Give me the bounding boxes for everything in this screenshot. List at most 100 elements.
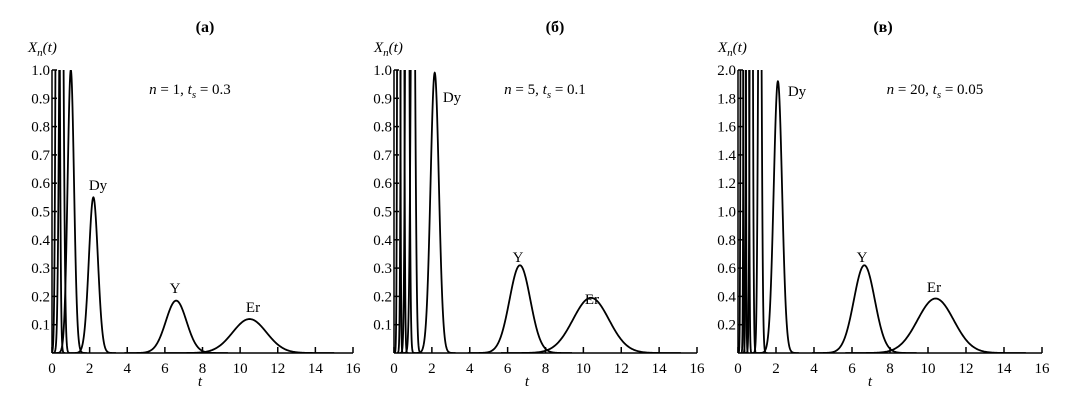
x-tick-label: 12 [614, 361, 629, 377]
curve-dy [70, 196, 116, 353]
x-tick-label: 0 [48, 361, 56, 377]
x-tick-label: 4 [466, 361, 474, 377]
x-tick-label: 2 [86, 361, 94, 377]
annotation-n-value: = 5, [512, 82, 543, 98]
y-label-rest: (t) [389, 40, 403, 56]
curve-early-3 [399, 70, 415, 353]
x-tick-label: 8 [199, 361, 207, 377]
y-tick-label: 0.8 [373, 120, 392, 136]
x-tick-label: 0 [390, 361, 398, 377]
curve-er [501, 296, 681, 353]
y-label-sub: n [727, 47, 733, 59]
curve-early-4 [403, 70, 423, 353]
x-tick-label: 16 [1035, 361, 1051, 377]
y-tick-label: 0.4 [31, 233, 50, 249]
y-tick-label: 0.6 [373, 176, 392, 192]
y-label-rest: (t) [43, 40, 57, 56]
curve-dy [757, 80, 799, 353]
annotation-n-value: = 20, [894, 82, 932, 98]
x-tick-label: 2 [772, 361, 780, 377]
y-label-x: X [717, 40, 728, 56]
panel-title: (а) [196, 19, 215, 36]
curve-early-3 [742, 70, 753, 353]
y-tick-label: 0.9 [373, 91, 392, 107]
annotation-n-value: = 1, [157, 82, 188, 98]
y-tick-label: 0.8 [31, 120, 50, 136]
annotation-ts-value: = 0.1 [551, 82, 586, 98]
y-tick-label: 0.4 [373, 233, 392, 249]
annotation-ts-value: = 0.3 [196, 82, 231, 98]
x-axis-label: t [198, 374, 203, 390]
y-tick-label: 0.2 [717, 318, 736, 334]
x-tick-label: 14 [652, 361, 668, 377]
y-tick-label: 0.7 [373, 148, 392, 164]
y-tick-label: 0.1 [373, 318, 392, 334]
x-tick-label: 4 [124, 361, 132, 377]
x-tick-label: 14 [308, 361, 324, 377]
annotation-sub: s [547, 89, 551, 101]
annotation-sub: s [192, 89, 196, 101]
x-axis-label: t [868, 374, 873, 390]
y-tick-label: 0.8 [717, 233, 736, 249]
panel-2: 0 2 4 6 8 10 12 14 16 0.1 0.2 0.3 0.4 0.5 0.6 0.7 0.8 0.9… [373, 19, 706, 390]
x-tick-label: 8 [886, 361, 894, 377]
annotation-n: n [887, 82, 895, 98]
y-tick-label: 1.0 [717, 205, 736, 221]
y-tick-label: 1.0 [373, 63, 392, 79]
annotation-ts-value: = 0.05 [941, 82, 983, 98]
x-axis-label: t [525, 374, 530, 390]
curve-label-er: Er [246, 300, 260, 316]
annotation-t: t [543, 82, 548, 98]
y-tick-label: 0.6 [31, 176, 50, 192]
y-tick-label: 0.7 [31, 148, 50, 164]
x-tick-label: 2 [428, 361, 436, 377]
annotation-n: n [504, 82, 512, 98]
y-label-x: X [27, 40, 38, 56]
curve-early-3 [54, 70, 87, 353]
y-tick-label: 0.2 [373, 289, 392, 305]
y-label-sub: n [37, 47, 43, 59]
x-tick-label: 16 [346, 361, 362, 377]
parameter-annotation: n = 5, ts = 0.1 [504, 82, 586, 101]
y-tick-label: 1.2 [717, 176, 736, 192]
curve-er [845, 297, 1026, 353]
parameter-annotation: n = 1, ts = 0.3 [149, 82, 231, 101]
y-axis-label: Xn(t) [27, 40, 57, 59]
curve-label-dy: Dy [788, 84, 807, 100]
x-tick-label: 0 [734, 361, 742, 377]
curve-label-y: Y [513, 250, 524, 266]
curve-early-2 [52, 70, 71, 353]
curve-label-er: Er [585, 292, 599, 308]
y-tick-label: 1.0 [31, 63, 50, 79]
x-tick-label: 10 [233, 361, 248, 377]
y-axis-label: Xn(t) [373, 40, 403, 59]
y-tick-label: 0.5 [31, 205, 50, 221]
curve-label-y: Y [170, 281, 181, 297]
y-tick-label: 1.6 [717, 120, 736, 136]
curve-early-1 [52, 70, 66, 353]
curve-label-dy: Dy [443, 90, 462, 106]
y-tick-label: 0.9 [31, 91, 50, 107]
x-tick-label: 10 [576, 361, 591, 377]
annotation-t: t [188, 82, 193, 98]
curve-er [164, 318, 335, 353]
curve-label-dy: Dy [89, 178, 108, 194]
y-tick-label: 1.4 [717, 148, 736, 164]
curve-label-er: Er [927, 280, 941, 296]
y-label-sub: n [383, 47, 389, 59]
x-tick-label: 12 [270, 361, 285, 377]
curve-y [124, 299, 228, 353]
y-tick-label: 0.4 [717, 289, 736, 305]
x-tick-label: 16 [690, 361, 706, 377]
panel-title: (б) [546, 19, 565, 36]
y-label-rest: (t) [733, 40, 747, 56]
curve-dy [413, 71, 456, 353]
y-tick-label: 0.3 [31, 261, 50, 277]
x-tick-label: 6 [504, 361, 512, 377]
y-axis-label: Xn(t) [717, 40, 747, 59]
x-tick-label: 10 [921, 361, 936, 377]
panel-title: (в) [873, 19, 892, 36]
curve-label-y: Y [857, 250, 868, 266]
x-tick-label: 4 [810, 361, 818, 377]
